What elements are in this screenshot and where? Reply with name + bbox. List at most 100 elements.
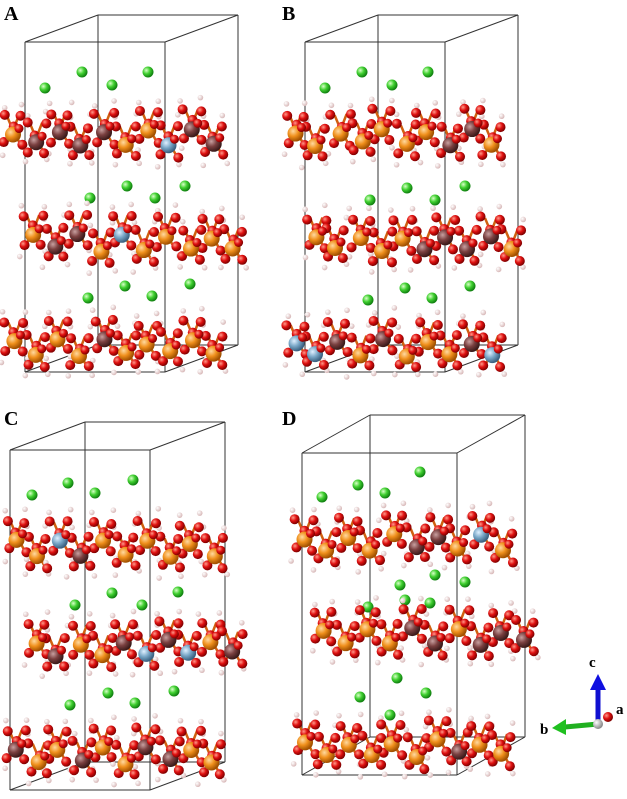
atom [78, 223, 88, 233]
atom [149, 119, 159, 129]
atom [419, 764, 430, 775]
atom [23, 619, 34, 630]
atom [238, 619, 245, 626]
atom [326, 606, 337, 617]
atom [134, 133, 145, 144]
atom [201, 571, 208, 578]
atom [391, 305, 398, 311]
atom [368, 96, 375, 103]
atom [368, 315, 379, 326]
atom [452, 360, 463, 371]
atom [311, 506, 317, 513]
atom [80, 345, 90, 355]
atom [81, 545, 91, 555]
atom [464, 280, 476, 292]
atom [111, 369, 117, 376]
atom [392, 371, 398, 378]
atom [44, 371, 51, 378]
atom [106, 662, 117, 673]
atom [110, 619, 121, 630]
atom [103, 644, 113, 654]
atom [196, 224, 207, 235]
atom [354, 749, 365, 760]
atom [110, 761, 116, 767]
atom [154, 368, 161, 375]
atom [21, 547, 32, 558]
atom [327, 539, 337, 549]
atom [426, 292, 438, 304]
atom [133, 313, 140, 319]
atom [436, 148, 447, 159]
atom [362, 601, 374, 613]
atom [488, 661, 495, 668]
atom [58, 251, 69, 262]
atom [156, 326, 167, 337]
atom [169, 629, 179, 639]
atom [178, 315, 189, 326]
atom [131, 330, 142, 341]
atom [89, 543, 100, 554]
atom [376, 619, 387, 630]
atom [76, 66, 88, 78]
atom [88, 108, 99, 119]
atom [69, 599, 81, 611]
atom [61, 756, 72, 767]
atom [302, 254, 309, 261]
atom [502, 743, 512, 753]
atom [444, 633, 455, 644]
atom [109, 139, 120, 150]
atom [381, 510, 392, 521]
atom [493, 344, 503, 354]
atom [35, 239, 46, 250]
atom [415, 317, 426, 328]
atom [196, 106, 207, 117]
atom [23, 556, 30, 563]
atom [436, 121, 447, 132]
atom [148, 333, 158, 343]
atom [325, 109, 336, 120]
atom [25, 780, 32, 787]
atom [312, 601, 318, 608]
atom [430, 108, 441, 119]
atom [349, 648, 360, 659]
atom [407, 267, 414, 273]
atom [468, 715, 474, 722]
atom [459, 103, 470, 114]
atom [348, 145, 359, 156]
atom [454, 225, 465, 236]
atom [510, 770, 516, 777]
atom [395, 719, 406, 730]
atom [444, 596, 451, 602]
atom [406, 245, 417, 256]
atom [169, 134, 179, 144]
atom [347, 102, 354, 109]
atom [26, 489, 38, 501]
atom [416, 633, 427, 644]
atom [127, 134, 137, 144]
atom [356, 555, 367, 566]
atom [316, 343, 326, 353]
atom [109, 219, 116, 226]
atom [154, 776, 161, 783]
atom [316, 491, 328, 503]
atom [216, 545, 226, 555]
atom [194, 329, 204, 339]
atom [471, 224, 482, 235]
atom [151, 630, 162, 641]
atom [395, 324, 402, 330]
atom [308, 515, 319, 526]
atom [108, 211, 119, 222]
atom [44, 718, 50, 725]
atom [310, 749, 321, 760]
atom [106, 725, 117, 736]
atom [484, 713, 491, 720]
atom [237, 629, 248, 640]
atom [429, 194, 441, 206]
atom [172, 121, 183, 132]
atom [158, 763, 169, 774]
atom [528, 617, 539, 628]
atom [388, 207, 394, 213]
atom [432, 100, 439, 106]
atom [2, 558, 9, 565]
atom [172, 328, 183, 339]
